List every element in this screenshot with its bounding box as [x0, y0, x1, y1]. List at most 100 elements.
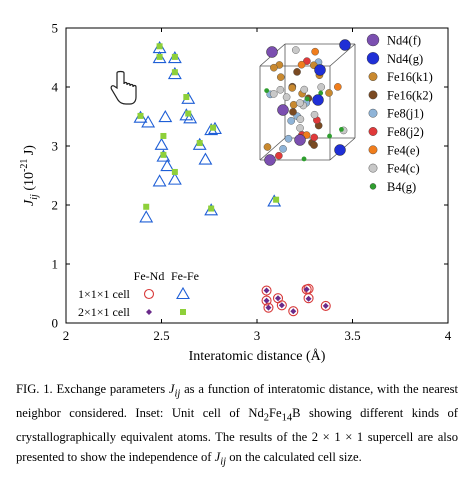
x-tick-label: 3.5: [344, 328, 360, 343]
atom-fe: [310, 141, 318, 149]
inset-legend-swatch: [366, 52, 380, 65]
atom-fe: [276, 73, 285, 81]
y-tick-label: 1: [52, 257, 59, 272]
atom-nd: [339, 39, 351, 51]
fefe_111-point: [160, 158, 175, 172]
atom-fe: [311, 47, 319, 56]
caption-symbol: J: [214, 449, 221, 464]
caption-text: B showing different kinds of crystallogr…: [16, 406, 458, 464]
atom-b: [318, 90, 324, 96]
atom-fe: [288, 84, 297, 92]
figure-caption: FIG. 1. Exchange parameters Jij as a fun…: [16, 380, 458, 472]
fend_211-point: [303, 286, 310, 293]
inset-legend-label: Fe8(j2): [387, 125, 424, 139]
atom-b: [301, 156, 307, 162]
pointer-hand-icon: [110, 70, 137, 105]
caption-subscript: ij: [220, 456, 227, 468]
caption-text: Exchange parameters: [52, 382, 169, 396]
inset-legend-label: Fe16(k2): [387, 88, 433, 102]
inset-legend-swatch: [368, 163, 378, 173]
atom-fe: [310, 110, 319, 119]
atom-nd: [314, 64, 326, 76]
inset-legend-label: Nd4(g): [387, 52, 423, 66]
fend_111-point: [263, 302, 274, 313]
y-tick-label: 3: [52, 139, 59, 154]
atom-fe: [303, 57, 311, 65]
legend-marker-fend-111: [143, 288, 155, 300]
caption-symbol: J: [168, 382, 175, 396]
x-axis-label: Interatomic distance (Å): [189, 348, 326, 364]
y-label-exponent: -21: [19, 159, 30, 172]
atom-fe: [270, 63, 278, 72]
inset-unit-cell: [259, 39, 356, 166]
y-label-symbol: J: [22, 199, 37, 206]
atom-b: [339, 127, 344, 132]
atom-fe: [289, 108, 297, 116]
atom-b: [264, 88, 270, 93]
legend-marker-fefe-111: [176, 286, 190, 300]
fefe_211-point: [137, 112, 144, 119]
atom-nd: [334, 144, 346, 156]
atom-fe: [325, 89, 333, 97]
legend-header-fe-nd: Fe-Nd: [134, 269, 165, 283]
atom-fe: [297, 60, 306, 69]
atom-fe: [310, 133, 319, 142]
fend_211-point: [263, 287, 270, 294]
atom-fe: [302, 131, 311, 139]
atom-b: [327, 133, 332, 139]
fefe_211-point: [196, 140, 203, 147]
fefe_111-point: [158, 109, 173, 123]
atom-fe: [296, 124, 304, 132]
inset-legend-label: B4(g): [387, 180, 416, 194]
inset-legend-label: Fe4(e): [387, 143, 420, 157]
y-label-subscript: ij: [29, 194, 40, 200]
caption-text: Fe: [269, 406, 282, 421]
fefe_111-point: [198, 152, 213, 165]
y-label-text: (10: [22, 172, 37, 194]
fend_111-point: [288, 306, 299, 317]
fend_211-point: [263, 297, 270, 304]
caption-subscript: ij: [174, 388, 181, 400]
fend_211-point: [265, 304, 272, 311]
atom-nd: [264, 154, 276, 166]
atom-fe: [269, 90, 278, 98]
caption-subscript: 14: [281, 412, 293, 424]
fend_211-point: [275, 295, 282, 302]
atom-fe: [263, 143, 272, 151]
fend_111-point: [276, 300, 287, 311]
fefe_211-point: [185, 110, 192, 117]
y-label-text: J): [22, 145, 37, 159]
atom-nd: [312, 94, 324, 106]
data-marks: [133, 40, 331, 317]
legend-header-fe-fe: Fe-Fe: [171, 269, 199, 283]
caption-subscript: 2: [263, 412, 269, 424]
x-tick-label: 2.5: [153, 328, 169, 343]
axis-ticks: 2 2.5 3 3.5 4 0 1 2 3 4 5: [52, 21, 452, 344]
legend-row-1x1x1: 1×1×1 cell: [78, 287, 131, 301]
atom-fe: [289, 100, 298, 109]
legend-row-2x1x1: 2×1×1 cell: [78, 305, 131, 319]
y-tick-label: 0: [52, 316, 59, 331]
fefe_111-point: [154, 137, 169, 150]
inset-legend: Nd4(f) Nd4(g) Fe16(k1) Fe16(k2) Fe8(j1) Fe8(j…: [366, 33, 433, 194]
inset-legend-swatch: [366, 33, 380, 47]
atom-fe: [296, 115, 305, 123]
fefe_111-point: [183, 111, 198, 124]
fefe_211-point: [156, 53, 163, 60]
fefe_111-point: [152, 174, 167, 187]
fefe_211-point: [210, 124, 217, 131]
fefe_211-point: [156, 43, 163, 50]
inset-legend-label: Fe4(c): [387, 162, 420, 176]
inset-legend-label: Fe16(k1): [387, 70, 433, 84]
caption-text: as a function of interatomic distance, w…: [16, 382, 458, 421]
atom-fe: [284, 134, 293, 143]
fefe_211-point: [183, 94, 190, 101]
atom-fe: [292, 46, 300, 54]
fefe_111-point: [141, 115, 156, 128]
y-tick-label: 5: [52, 21, 59, 36]
atom-fe: [296, 99, 304, 107]
atom-nd: [277, 104, 289, 116]
fend_111-point: [303, 293, 314, 304]
fefe_211-point: [171, 69, 178, 76]
figure-label: FIG. 1.: [16, 382, 53, 396]
